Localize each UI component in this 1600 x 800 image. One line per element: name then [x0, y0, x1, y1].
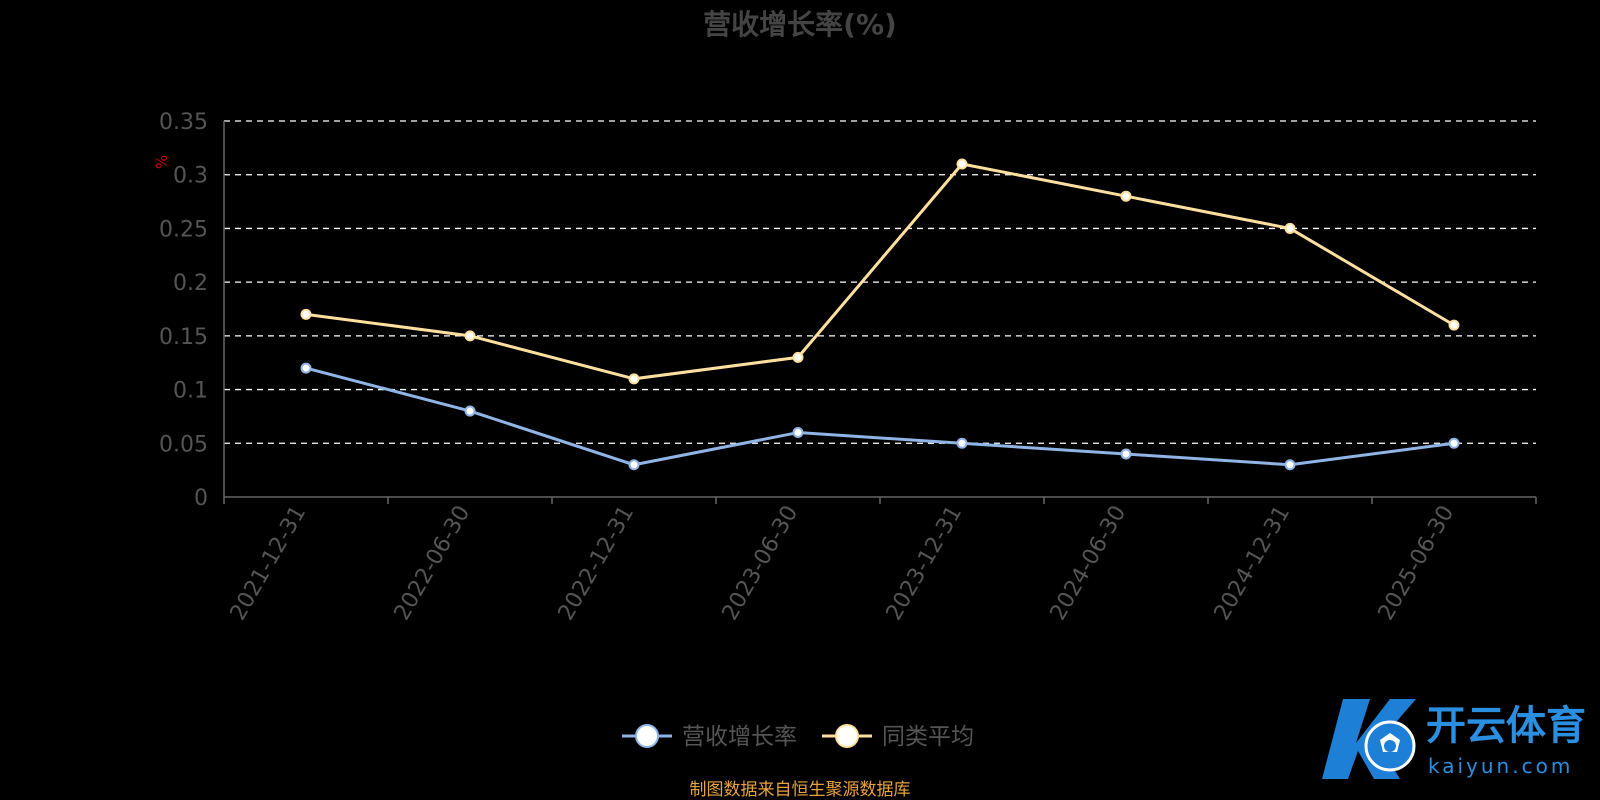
watermark-domain: kaiyun.com — [1428, 754, 1573, 778]
data-point — [300, 308, 312, 320]
x-tick-label: 2024-06-30 — [1046, 502, 1132, 625]
x-tick-label: 2023-12-31 — [882, 502, 968, 625]
x-tick-label: 2022-06-30 — [390, 502, 476, 625]
data-point — [956, 437, 968, 449]
data-point — [300, 362, 312, 374]
data-point — [956, 158, 968, 170]
watermark-logo: 开云体育 kaiyun.com — [1322, 699, 1586, 779]
data-point — [628, 459, 640, 471]
axes: 0 0.05 0.1 0.15 0.2 0.25 0.3 0.35 2021-12-31 2022… — [159, 110, 1537, 625]
legend-label: 同类平均 — [882, 724, 974, 750]
legend-item[interactable]: 营收增长率 — [622, 724, 797, 750]
data-point — [628, 373, 640, 385]
gridlines — [224, 120, 1536, 444]
x-tick-label: 2024-12-31 — [1210, 502, 1296, 625]
y-tick-label: 0.2 — [173, 271, 208, 296]
data-point — [464, 330, 476, 342]
legend[interactable]: 营收增长率 同类平均 — [622, 724, 974, 750]
y-tick-label: 0.25 — [159, 217, 208, 242]
data-point — [792, 351, 804, 363]
y-axis-unit: % — [153, 155, 171, 169]
watermark-brand: 开云体育 — [1426, 703, 1586, 749]
chart-title: 营收增长率(%) — [703, 8, 897, 41]
y-tick-label: 0.05 — [159, 432, 208, 457]
legend-item[interactable]: 同类平均 — [822, 724, 974, 750]
series-lines — [300, 158, 1460, 471]
legend-label: 营收增长率 — [682, 724, 797, 750]
data-point — [1284, 459, 1296, 471]
x-tick-label: 2025-06-30 — [1374, 502, 1460, 625]
data-point — [792, 427, 804, 439]
x-tick-label: 2023-06-30 — [718, 502, 804, 625]
data-point — [1120, 448, 1132, 460]
series-line — [305, 162, 1455, 381]
y-tick-label: 0.3 — [173, 164, 208, 189]
data-point — [1448, 319, 1460, 331]
legend-marker — [835, 724, 859, 748]
x-tick-label: 2022-12-31 — [554, 502, 640, 625]
data-point — [464, 405, 476, 417]
kaiyun-k-logo-icon — [1322, 699, 1416, 779]
y-tick-label: 0.1 — [173, 379, 208, 404]
legend-marker — [635, 724, 659, 748]
source-note: 制图数据来自恒生聚源数据库 — [690, 780, 911, 800]
y-tick-label: 0.35 — [159, 110, 208, 135]
y-tick-label: 0.15 — [159, 325, 208, 350]
series-line — [305, 366, 1455, 467]
x-tick-label: 2021-12-31 — [226, 502, 312, 625]
data-point — [1284, 222, 1296, 234]
data-point — [1448, 437, 1460, 449]
data-point — [1120, 190, 1132, 202]
y-tick-label: 0 — [194, 486, 208, 511]
